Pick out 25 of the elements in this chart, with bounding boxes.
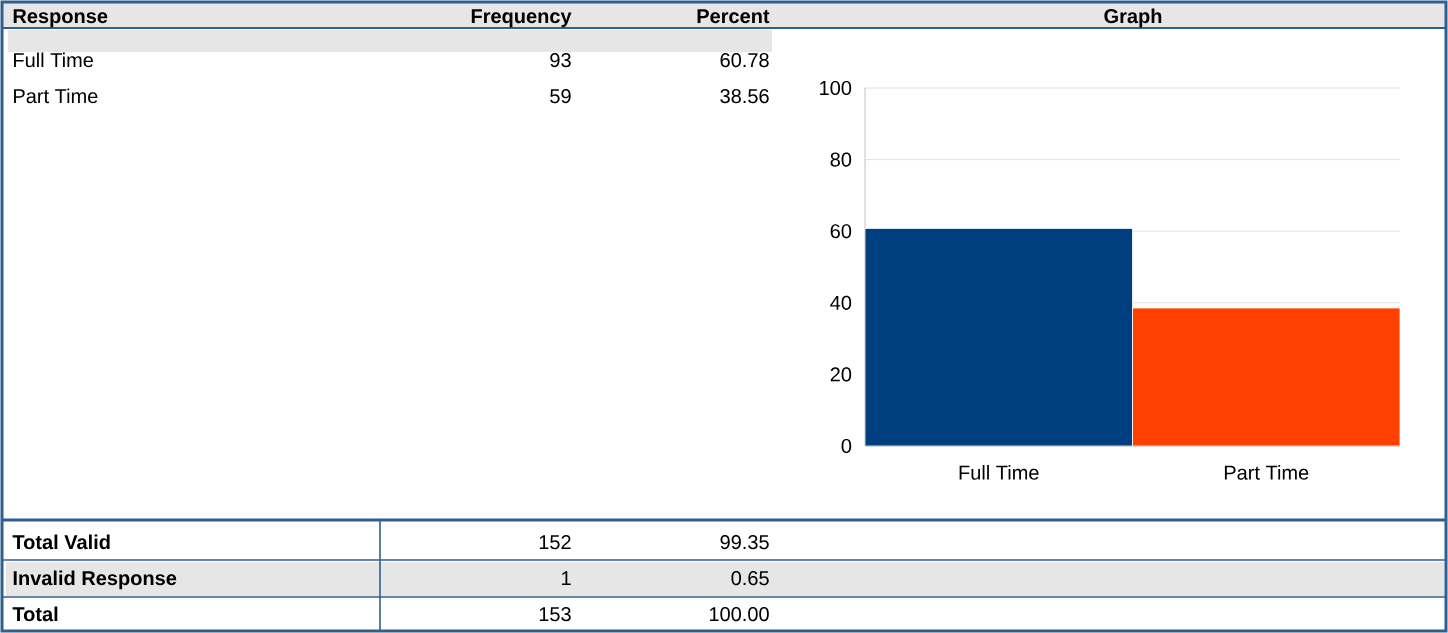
text: Total (12, 606, 58, 622)
y-tick-label: 20 (830, 367, 852, 382)
text: 59 (550, 89, 571, 104)
text: Percent (697, 9, 770, 24)
text: 1 (562, 571, 571, 586)
text: Response (13, 9, 108, 28)
y-tick-label: 0 (841, 438, 852, 454)
y-tick-label: 60 (830, 224, 852, 239)
text: 152 (539, 535, 571, 550)
y-tick-label: 40 (830, 295, 852, 310)
text: 99.35 (720, 535, 769, 550)
category-label: Full Time (14, 52, 93, 68)
text: 100.00 (709, 607, 769, 622)
text: 38.56 (720, 89, 769, 104)
text: Total Valid (12, 534, 110, 550)
y-tick-label: 100 (820, 80, 852, 96)
text: 93 (550, 53, 571, 68)
text: Frequency (471, 9, 572, 28)
chart-title: Graph (1104, 8, 1162, 28)
text: 0.65 (731, 571, 769, 586)
text: 153 (539, 607, 571, 622)
y-tick-label: 80 (830, 152, 852, 167)
text: 60.78 (720, 53, 769, 68)
category-label: Part Time (14, 88, 98, 104)
text: Invalid Response (13, 570, 177, 590)
